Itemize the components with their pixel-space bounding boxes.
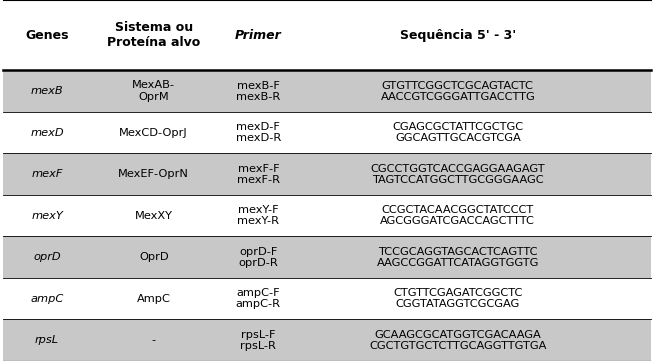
Text: oprD-R: oprD-R bbox=[239, 258, 278, 268]
Text: Primer: Primer bbox=[235, 29, 282, 42]
Text: TCCGCAGGTAGCACTCAGTTC: TCCGCAGGTAGCACTCAGTTC bbox=[378, 247, 538, 257]
Text: GTGTTCGGCTCGCAGTACTC: GTGTTCGGCTCGCAGTACTC bbox=[382, 81, 534, 91]
Text: OprD: OprD bbox=[139, 252, 169, 262]
Text: mexF-R: mexF-R bbox=[237, 175, 280, 184]
Bar bbox=[3, 70, 651, 112]
Text: CCGCTACAACGGCTATCCCT: CCGCTACAACGGCTATCCCT bbox=[382, 205, 534, 215]
Text: mexD-F: mexD-F bbox=[236, 122, 281, 132]
Text: mexY-F: mexY-F bbox=[238, 205, 279, 215]
Text: rpsL-F: rpsL-F bbox=[241, 330, 275, 340]
Text: MexXY: MexXY bbox=[135, 211, 173, 221]
Text: GCAAGCGCATGGTCGACAAGA: GCAAGCGCATGGTCGACAAGA bbox=[375, 330, 541, 340]
Text: mexY-R: mexY-R bbox=[237, 216, 279, 226]
Text: rpsL-R: rpsL-R bbox=[241, 341, 276, 351]
Text: mexB: mexB bbox=[31, 86, 63, 96]
Text: CGGTATAGGTCGCGAG: CGGTATAGGTCGCGAG bbox=[396, 299, 520, 309]
Text: Sistema ou
Proteína alvo: Sistema ou Proteína alvo bbox=[107, 21, 200, 49]
Text: AAGCCGGATTCATAGGTGGTG: AAGCCGGATTCATAGGTGGTG bbox=[377, 258, 539, 268]
Text: -: - bbox=[152, 335, 156, 345]
Text: mexD-R: mexD-R bbox=[235, 133, 281, 143]
Text: CGCTGTGCTCTTGCAGGTTGTGA: CGCTGTGCTCTTGCAGGTTGTGA bbox=[369, 341, 547, 351]
Text: mexD: mexD bbox=[30, 128, 64, 138]
Text: CGAGCGCTATTCGCTGC: CGAGCGCTATTCGCTGC bbox=[392, 122, 523, 132]
Bar bbox=[3, 153, 651, 195]
Text: mexY: mexY bbox=[31, 211, 63, 221]
Text: GGCAGTTGCACGTCGA: GGCAGTTGCACGTCGA bbox=[395, 133, 521, 143]
Text: MexAB-
OprM: MexAB- OprM bbox=[132, 81, 175, 102]
Text: mexB-R: mexB-R bbox=[236, 92, 281, 101]
Text: oprD-F: oprD-F bbox=[239, 247, 277, 257]
Text: MexCD-OprJ: MexCD-OprJ bbox=[119, 128, 188, 138]
Text: AACCGTCGGGATTGACCTTG: AACCGTCGGGATTGACCTTG bbox=[381, 92, 535, 101]
Text: rpsL: rpsL bbox=[35, 335, 59, 345]
Text: oprD: oprD bbox=[33, 252, 61, 262]
Text: Genes: Genes bbox=[26, 29, 69, 42]
Text: CGCCTGGTCACCGAGGAAGAGT: CGCCTGGTCACCGAGGAAGAGT bbox=[370, 164, 545, 174]
Text: CTGTTCGAGATCGGCTC: CTGTTCGAGATCGGCTC bbox=[393, 288, 523, 298]
Text: mexF-F: mexF-F bbox=[237, 164, 279, 174]
Text: AmpC: AmpC bbox=[137, 294, 171, 304]
Bar bbox=[3, 236, 651, 278]
Text: ampC-F: ampC-F bbox=[237, 288, 280, 298]
Text: TAGTCCATGGCTTGCGGGAAGC: TAGTCCATGGCTTGCGGGAAGC bbox=[372, 175, 543, 184]
Text: Sequência 5' - 3': Sequência 5' - 3' bbox=[400, 29, 516, 42]
Text: MexEF-OprN: MexEF-OprN bbox=[118, 169, 189, 179]
Text: mexF: mexF bbox=[31, 169, 63, 179]
Text: AGCGGGATCGACCAGCTTTC: AGCGGGATCGACCAGCTTTC bbox=[381, 216, 535, 226]
Bar bbox=[3, 319, 651, 361]
Text: mexB-F: mexB-F bbox=[237, 81, 280, 91]
Text: ampC-R: ampC-R bbox=[236, 299, 281, 309]
Text: ampC: ampC bbox=[30, 294, 64, 304]
